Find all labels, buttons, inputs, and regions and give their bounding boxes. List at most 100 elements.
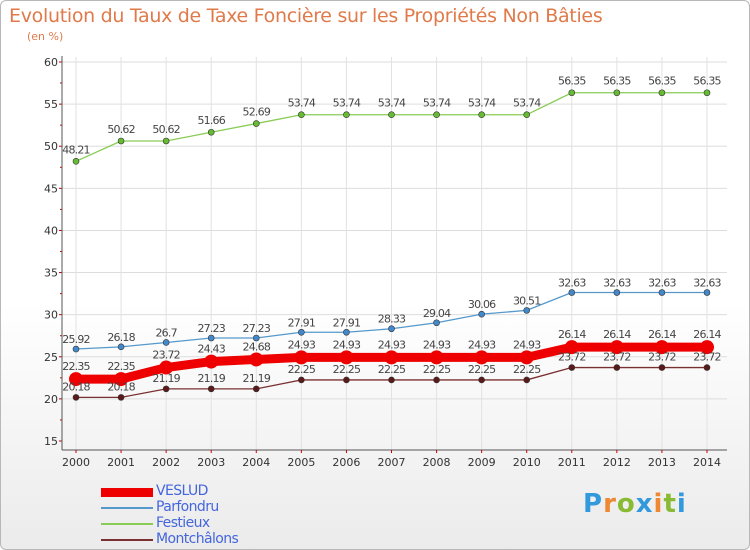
data-point-montchalons <box>207 385 215 393</box>
data-point-montchalons <box>388 376 395 384</box>
data-label-parfondru: 32.63 <box>648 277 676 290</box>
data-point-festieux <box>162 137 170 145</box>
y-tick-label: 15 <box>44 435 58 448</box>
y-tick-label: 40 <box>44 224 58 237</box>
data-point-veslud <box>654 340 669 355</box>
data-label-parfondru: 27.91 <box>288 316 316 329</box>
data-point-parfondru <box>613 289 621 296</box>
legend-swatch-parfondru <box>101 507 153 509</box>
data-label-montchalons: 20.18 <box>62 380 90 393</box>
legend-swatch-montchalons <box>101 539 153 541</box>
data-point-festieux <box>72 157 80 165</box>
data-point-parfondru <box>343 328 350 336</box>
data-label-veslud: 26.14 <box>558 328 586 341</box>
data-label-montchalons: 23.72 <box>693 351 721 364</box>
data-label-montchalons: 23.72 <box>648 351 676 364</box>
data-label-festieux: 51.66 <box>197 114 225 127</box>
data-point-veslud <box>159 360 174 375</box>
data-point-parfondru <box>703 289 711 296</box>
data-point-festieux <box>433 111 440 119</box>
data-label-festieux: 53.74 <box>333 97 361 110</box>
data-label-festieux: 53.74 <box>513 97 541 110</box>
data-point-montchalons <box>703 364 711 371</box>
data-point-montchalons <box>162 385 170 393</box>
x-tick-label: 2009 <box>468 456 496 469</box>
x-tick-label: 2014 <box>693 456 721 469</box>
data-label-montchalons: 20.18 <box>107 380 135 393</box>
data-label-montchalons: 21.19 <box>243 372 271 385</box>
legend-swatch-veslud <box>101 488 153 497</box>
logo-letter: r <box>603 489 617 519</box>
data-label-montchalons: 22.25 <box>513 363 541 376</box>
data-point-festieux <box>252 120 260 127</box>
legend-label-parfondru: Parfondru <box>156 499 219 515</box>
data-label-veslud: 24.93 <box>333 338 361 351</box>
x-tick-label: 2013 <box>648 456 676 469</box>
y-tick-label: 50 <box>44 140 58 153</box>
data-point-veslud <box>564 340 579 355</box>
data-label-montchalons: 21.19 <box>152 372 180 385</box>
data-point-parfondru <box>433 319 440 327</box>
data-point-festieux <box>298 111 305 119</box>
data-point-montchalons <box>117 394 125 401</box>
data-label-festieux: 56.35 <box>693 75 721 88</box>
data-point-parfondru <box>117 343 125 351</box>
data-point-veslud <box>384 350 399 365</box>
data-point-festieux <box>523 111 531 119</box>
data-label-montchalons: 22.25 <box>333 363 361 376</box>
data-label-festieux: 52.69 <box>243 106 271 119</box>
data-point-montchalons <box>568 364 576 371</box>
data-label-parfondru: 30.06 <box>468 298 496 311</box>
data-point-veslud <box>474 350 489 365</box>
data-point-montchalons <box>613 364 621 371</box>
data-label-festieux: 53.74 <box>288 97 316 110</box>
data-label-veslud: 24.93 <box>423 338 451 351</box>
x-tick-label: 2008 <box>423 456 451 469</box>
logo-letter: P <box>583 489 604 519</box>
logo-letter: o <box>616 489 636 519</box>
data-label-veslud: 24.93 <box>378 338 406 351</box>
data-label-montchalons: 22.25 <box>378 363 406 376</box>
data-label-festieux: 56.35 <box>603 75 631 88</box>
data-label-festieux: 53.74 <box>378 97 406 110</box>
data-point-festieux <box>703 89 711 97</box>
y-tick-label: 35 <box>44 267 58 280</box>
data-point-parfondru <box>568 289 576 296</box>
x-tick-label: 2007 <box>378 456 406 469</box>
logo-letter: i <box>676 489 687 519</box>
legend-label-festieux: Festieux <box>156 515 210 531</box>
x-tick-label: 2005 <box>287 456 315 469</box>
logo-letter: t <box>663 489 677 519</box>
x-tick-label: 2010 <box>513 456 541 469</box>
data-point-festieux <box>117 137 125 145</box>
data-label-parfondru: 27.91 <box>333 316 361 329</box>
data-label-parfondru: 30.51 <box>513 294 541 307</box>
data-point-parfondru <box>207 334 215 342</box>
data-label-festieux: 50.62 <box>107 123 135 136</box>
data-label-veslud: 22.35 <box>62 360 90 373</box>
data-point-parfondru <box>388 325 395 333</box>
data-label-montchalons: 21.19 <box>197 372 225 385</box>
chart-title: Evolution du Taux de Taxe Foncière sur l… <box>9 5 603 27</box>
data-label-parfondru: 27.23 <box>197 322 225 335</box>
data-point-montchalons <box>343 376 350 384</box>
data-label-festieux: 56.35 <box>648 75 676 88</box>
data-point-festieux <box>478 111 485 119</box>
data-point-montchalons <box>523 376 531 384</box>
data-point-montchalons <box>252 385 260 393</box>
data-label-festieux: 53.74 <box>423 97 451 110</box>
data-label-veslud: 22.35 <box>107 360 135 373</box>
data-label-parfondru: 26.7 <box>155 326 177 339</box>
data-label-montchalons: 23.72 <box>558 351 586 364</box>
legend-label-veslud: VESLUD <box>156 483 208 499</box>
x-tick-label: 2011 <box>558 456 586 469</box>
data-point-festieux <box>388 111 395 119</box>
data-point-montchalons <box>478 376 485 384</box>
legend-label-montchalons: Montchâlons <box>156 531 239 547</box>
data-point-festieux <box>658 89 666 97</box>
y-tick-label: 20 <box>44 393 58 406</box>
data-point-parfondru <box>72 345 80 353</box>
data-point-montchalons <box>72 394 80 401</box>
data-point-montchalons <box>433 376 440 384</box>
